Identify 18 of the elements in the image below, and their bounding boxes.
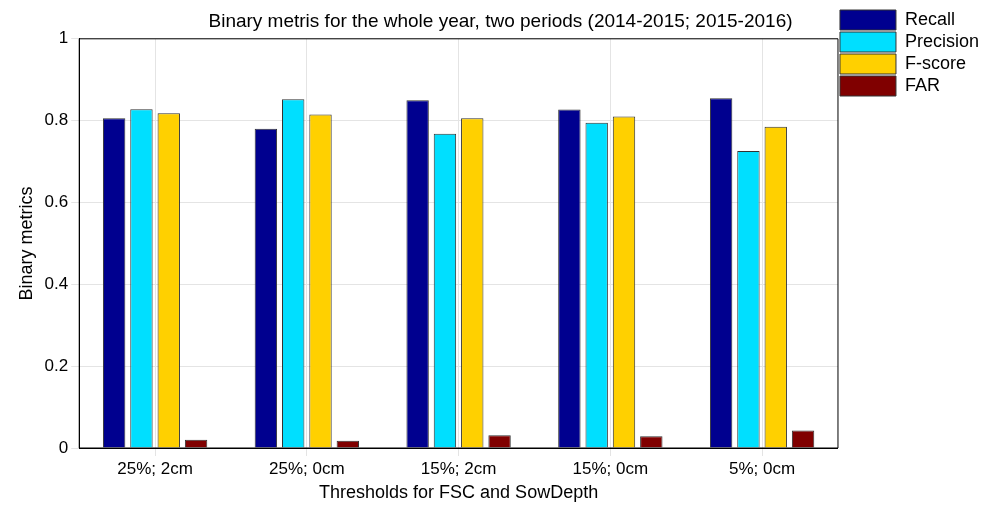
- y-tick-label: 0.8: [44, 110, 69, 130]
- y-tick-label: 0.6: [44, 192, 69, 212]
- legend-label: FAR: [904, 74, 940, 95]
- x-tick-label: 15%; 2cm: [420, 458, 497, 478]
- x-tick-label: 5%; 0cm: [729, 458, 796, 478]
- y-tick-label: 1: [58, 28, 69, 48]
- x-tick-label: 25%; 0cm: [269, 458, 345, 478]
- x-tick-label: 15%; 0cm: [572, 458, 649, 478]
- y-axis-title: Binary metrics: [15, 186, 36, 301]
- chart-title: Binary metris for the whole year, two periods (2014-2015; 2015-2016): [208, 9, 793, 31]
- y-tick-label: 0: [58, 437, 69, 457]
- x-tick-label: 25%; 2cm: [117, 458, 193, 478]
- y-tick-label: 0.4: [44, 274, 69, 294]
- y-tick-label: 0.2: [44, 355, 69, 375]
- legend-label: F-score: [904, 52, 966, 73]
- x-axis-title: Thresholds for FSC and SowDepth: [319, 482, 599, 503]
- legend-label: Precision: [904, 30, 979, 51]
- legend-label: Recall: [904, 8, 955, 29]
